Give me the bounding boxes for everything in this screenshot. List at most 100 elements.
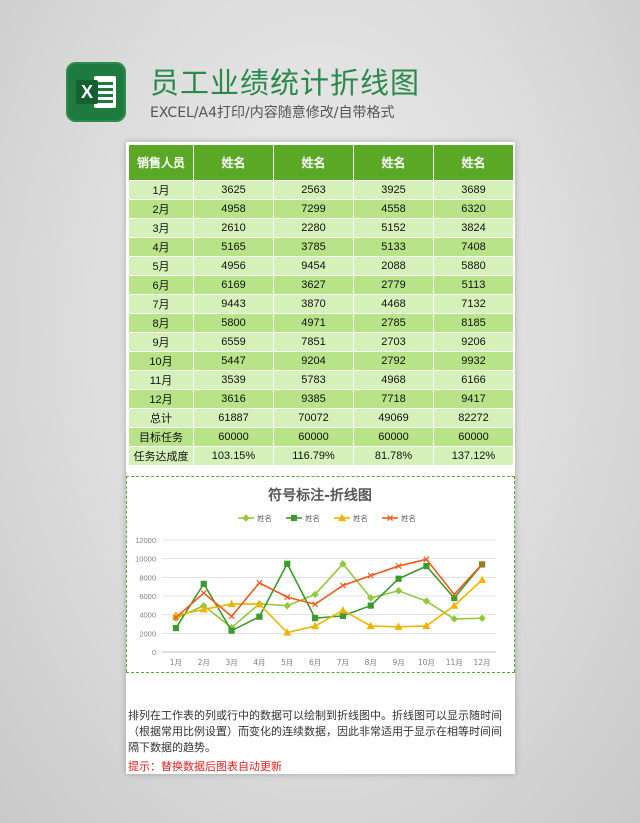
value-cell: 7408 [433,237,514,257]
value-cell: 60000 [273,427,354,447]
value-cell: 7132 [433,294,514,314]
value-cell: 2703 [353,332,434,352]
value-cell: 5165 [193,237,274,257]
value-cell: 4958 [193,199,274,219]
data-point [284,560,291,567]
value-cell: 5447 [193,351,274,371]
data-point [478,614,486,622]
legend-marker [242,514,250,522]
plot-area [171,556,487,636]
table-row: 8月 5800 4971 2785 8185 [128,313,514,333]
value-cell: 4956 [193,256,274,276]
table-row: 7月 9443 3870 4468 7132 [128,294,514,314]
data-point [450,601,459,609]
x-axis: 1月 2月 3月 4月 5月 6月 7月 8月 9月 10月 11月 12月 [170,658,491,667]
data-point [367,572,374,579]
y-tick-label: 10000 [135,555,156,564]
data-point [338,606,347,614]
legend-marker [386,514,394,522]
value-cell: 9932 [433,351,514,371]
y-tick-label: 2000 [139,629,156,638]
data-point [311,621,320,630]
row-label-cell: 2月 [128,199,194,219]
value-cell: 2792 [353,351,434,371]
table-row: 1月 3625 2563 3925 3689 [128,180,514,200]
legend-label: 姓名 [401,513,416,523]
data-point [228,627,235,634]
row-label-cell: 3月 [128,218,194,238]
y-tick-label: 4000 [139,611,156,620]
value-cell: 2779 [353,275,434,295]
data-point [339,560,347,568]
value-cell: 3616 [193,389,274,409]
row-label-cell: 5月 [128,256,194,276]
value-cell: 9443 [193,294,274,314]
value-cell: 3824 [433,218,514,238]
row-label-cell: 总计 [128,408,194,428]
row-label-cell: 12月 [128,389,194,409]
tip-text: 提示：替换数据后图表自动更新 [128,760,282,773]
value-cell: 6169 [193,275,274,295]
value-cell: 4468 [353,294,434,314]
table-row: 10月 5447 9204 2792 9932 [128,351,514,371]
data-point [284,594,291,601]
x-tick-label: 5月 [281,658,293,667]
table-row: 6月 6169 3627 2779 5113 [128,275,514,295]
value-cell: 82272 [433,408,514,428]
y-tick-label: 0 [152,648,156,657]
value-cell: 9206 [433,332,514,352]
data-point [200,589,207,597]
table-row: 12月 3616 9385 7718 9417 [128,389,514,409]
y-tick-label: 12000 [135,536,156,545]
series-line [175,558,483,619]
x-tick-label: 12月 [474,658,491,667]
value-cell: 8185 [433,313,514,333]
row-label-cell: 1月 [128,180,194,200]
data-point [227,599,236,608]
value-cell: 3870 [273,294,354,314]
series-group [172,556,486,621]
value-cell: 9417 [433,389,514,409]
legend-item: 姓名 [334,513,368,523]
data-point [366,621,375,630]
data-point [339,612,347,619]
column-header: 姓名 [193,144,274,181]
table-row: 5月 4956 9454 2088 5880 [128,256,514,276]
legend-label: 姓名 [353,513,368,523]
row-label-cell: 7月 [128,294,194,314]
value-cell: 2610 [193,218,274,238]
data-point [283,602,291,610]
data-point [394,622,403,630]
chart-border-bottom [126,672,515,673]
column-header: 姓名 [273,144,354,181]
excel-x-icon: X [76,80,98,104]
value-cell: 3925 [353,180,434,200]
legend-marker [290,514,298,522]
data-point [422,621,431,630]
value-cell: 9204 [273,351,354,371]
table-row: 目标任务 60000 60000 60000 60000 [128,427,514,447]
value-cell: 116.79% [273,446,354,466]
sales-table: 销售人员 姓名 姓名 姓名 姓名 1月 3625 2563 3925 3689 2月 495… [128,144,514,466]
chart-border-right [514,476,515,672]
table-row: 9月 6559 7851 2703 9206 [128,332,514,352]
value-cell: 103.15% [193,446,274,466]
x-tick-label: 1月 [170,658,182,667]
value-cell: 60000 [193,427,274,447]
x-tick-label: 3月 [225,658,237,667]
x-tick-label: 7月 [337,658,349,667]
legend-label: 姓名 [305,513,320,523]
data-point [312,601,319,608]
series-line [175,562,483,632]
sheet-icon [94,76,116,108]
chart-border-left [126,476,127,672]
series-group [172,560,486,634]
row-label-cell: 8月 [128,313,194,333]
data-point [395,575,402,582]
value-cell: 49069 [353,408,434,428]
column-header: 销售人员 [128,144,194,181]
column-header: 姓名 [353,144,434,181]
value-cell: 61887 [193,408,274,428]
table-body: 1月 3625 2563 3925 3689 2月 4958 7299 4558 6320 3月 26… [128,180,514,466]
data-point [367,594,375,602]
